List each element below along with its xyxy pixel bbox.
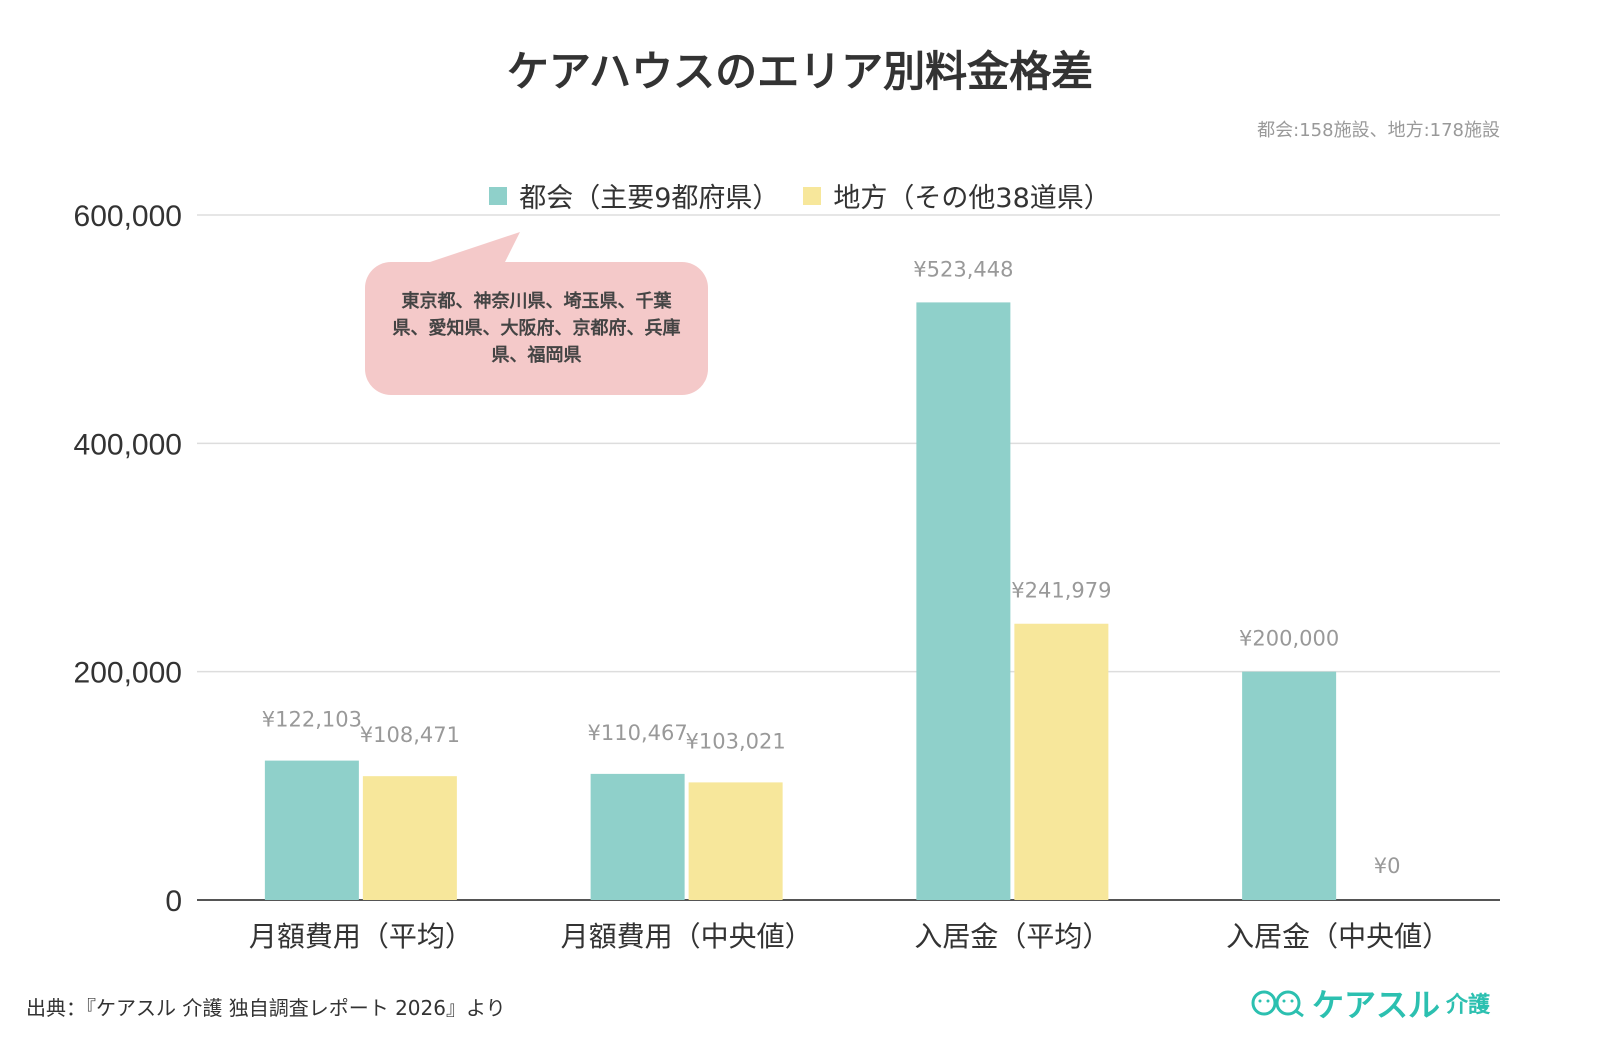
- data-label: ¥523,448: [913, 257, 1013, 281]
- y-tick-label: 600,000: [74, 200, 182, 233]
- data-label: ¥200,000: [1239, 627, 1339, 651]
- legend: 都会（主要9都府県） 地方（その他38道県）: [0, 176, 1600, 215]
- data-label: ¥103,021: [686, 729, 786, 753]
- y-tick-label: 200,000: [74, 657, 182, 690]
- legend-item-rural: 地方（その他38道県）: [803, 176, 1111, 215]
- bar: [1242, 671, 1337, 900]
- smiley-logo-icon: [1251, 990, 1304, 1018]
- y-tick-label: 0: [165, 885, 182, 918]
- logo: ケアスル 介護: [1250, 980, 1490, 1026]
- x-tick-label: 入居金（平均）: [914, 920, 1110, 953]
- data-label: ¥241,979: [1011, 579, 1111, 603]
- data-label: ¥110,467: [588, 721, 688, 745]
- logo-suffix: 介護: [1446, 993, 1491, 1018]
- data-label: ¥122,103: [262, 708, 362, 732]
- bar: [590, 773, 685, 900]
- bar: [264, 760, 359, 900]
- y-tick-label: 400,000: [74, 428, 182, 461]
- legend-label-rural: 地方（その他38道県）: [833, 183, 1111, 214]
- bar: [1014, 623, 1109, 900]
- callout-pointer: [430, 232, 520, 262]
- source-note: 出典：『ケアスル 介護 独自調査レポート 2026』より: [26, 996, 506, 1020]
- chart-title: ケアハウスのエリア別料金格差: [506, 47, 1094, 96]
- bar: [362, 776, 457, 900]
- bar: [688, 782, 783, 900]
- data-label: ¥0: [1374, 854, 1401, 878]
- x-tick-label: 月額費用（平均）: [249, 920, 473, 953]
- legend-label-urban: 都会（主要9都府県）: [519, 183, 780, 214]
- legend-swatch-urban: [489, 186, 508, 205]
- data-label: ¥108,471: [360, 723, 460, 747]
- legend-swatch-rural: [803, 186, 822, 205]
- logo-text: ケアスル: [1312, 986, 1441, 1024]
- x-tick-label: 入居金（中央値）: [1226, 920, 1450, 953]
- x-tick-label: 月額費用（中央値）: [561, 920, 813, 953]
- chart-subtitle: 都会:158施設、地方:178施設: [1257, 120, 1500, 141]
- legend-item-urban: 都会（主要9都府県）: [489, 176, 779, 215]
- bar: [916, 302, 1011, 901]
- prefecture-callout: 東京都、神奈川県、埼玉県、千葉県、愛知県、大阪府、京都府、兵庫県、福岡県: [365, 262, 708, 395]
